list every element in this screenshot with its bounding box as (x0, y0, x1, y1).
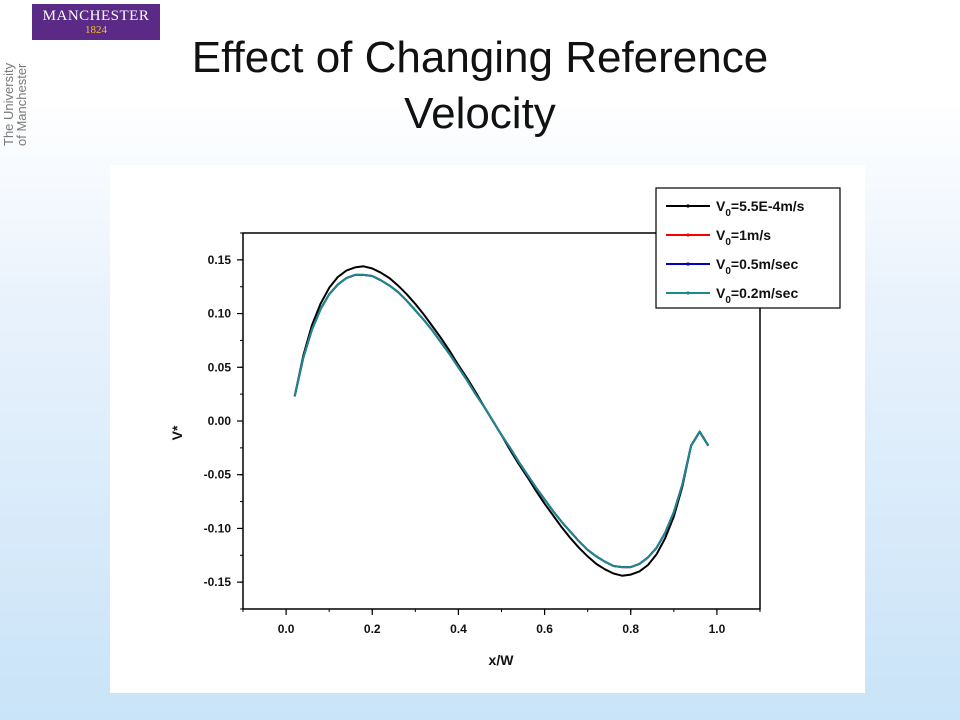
chart-panel: 0.0 0.2 0.4 0.6 0.8 1.0 0.15 0.10 0.05 0.00 -0.05 -… (110, 165, 865, 693)
legend-label-subscript: 0 (725, 295, 731, 306)
series-line-1 (293, 265, 710, 577)
y-tick-label: 0.15 (208, 253, 232, 267)
x-tick-label: 0.8 (622, 622, 639, 636)
x-tick-label: 0.6 (536, 622, 553, 636)
legend-label-subscript: 0 (725, 266, 731, 277)
y-tick-label: -0.10 (204, 521, 232, 535)
y-tick-label: 0.10 (208, 307, 232, 321)
university-side-label: The University of Manchester (0, 0, 32, 150)
legend-box (655, 187, 841, 309)
university-side-line2: of Manchester (14, 63, 29, 146)
legend-label-symbol: V (716, 198, 726, 214)
legend-label-2: V0=1m/s (716, 227, 771, 248)
legend-label-value: =0.2m/sec (731, 285, 799, 301)
legend-label-1: V0=5.5E-4m/s (716, 198, 805, 219)
slide-title-line1: Effect of Changing Reference (191, 33, 769, 82)
legend: V0=5.5E-4m/sV0=1m/sV0=0.5m/secV0=0.2m/se… (655, 187, 841, 309)
slide-title-line2: Velocity (404, 89, 556, 138)
logo-wordmark: MANCHESTER (42, 8, 150, 24)
series-line-3 (293, 273, 710, 569)
y-axis-title: V* (169, 425, 185, 440)
legend-label-subscript: 0 (725, 237, 731, 248)
logo-year: 1824 (85, 24, 107, 36)
legend-label-4: V0=0.2m/sec (716, 285, 798, 306)
x-tick-label: 0.2 (364, 622, 381, 636)
legend-marker-1 (686, 204, 690, 208)
y-tick-label: -0.05 (204, 468, 232, 482)
series-line-4 (293, 273, 710, 569)
x-axis-title: x/W (489, 652, 515, 668)
series-line-2 (293, 273, 710, 569)
legend-label-subscript: 0 (725, 208, 731, 219)
legend-label-symbol: V (716, 285, 726, 301)
legend-label-symbol: V (716, 256, 726, 272)
y-tick-label: -0.15 (204, 575, 232, 589)
legend-label-value: =1m/s (731, 227, 771, 243)
y-tick-label: 0.05 (208, 360, 232, 374)
x-tick-label: 0.0 (278, 622, 295, 636)
legend-marker-2 (686, 233, 690, 237)
legend-label-value: =0.5m/sec (731, 256, 799, 272)
line-chart: 0.0 0.2 0.4 0.6 0.8 1.0 0.15 0.10 0.05 0.00 -0.05 -… (169, 187, 841, 668)
y-tick-label: 0.00 (208, 414, 232, 428)
x-tick-label: 0.4 (450, 622, 467, 636)
university-logo: MANCHESTER 1824 (32, 4, 160, 40)
legend-marker-3 (686, 262, 690, 266)
legend-label-value: =5.5E-4m/s (731, 198, 805, 214)
x-tick-label: 1.0 (709, 622, 726, 636)
legend-marker-4 (686, 291, 690, 295)
legend-label-3: V0=0.5m/sec (716, 256, 798, 277)
slide-title: Effect of Changing Reference Velocity (120, 30, 840, 142)
legend-label-symbol: V (716, 227, 726, 243)
